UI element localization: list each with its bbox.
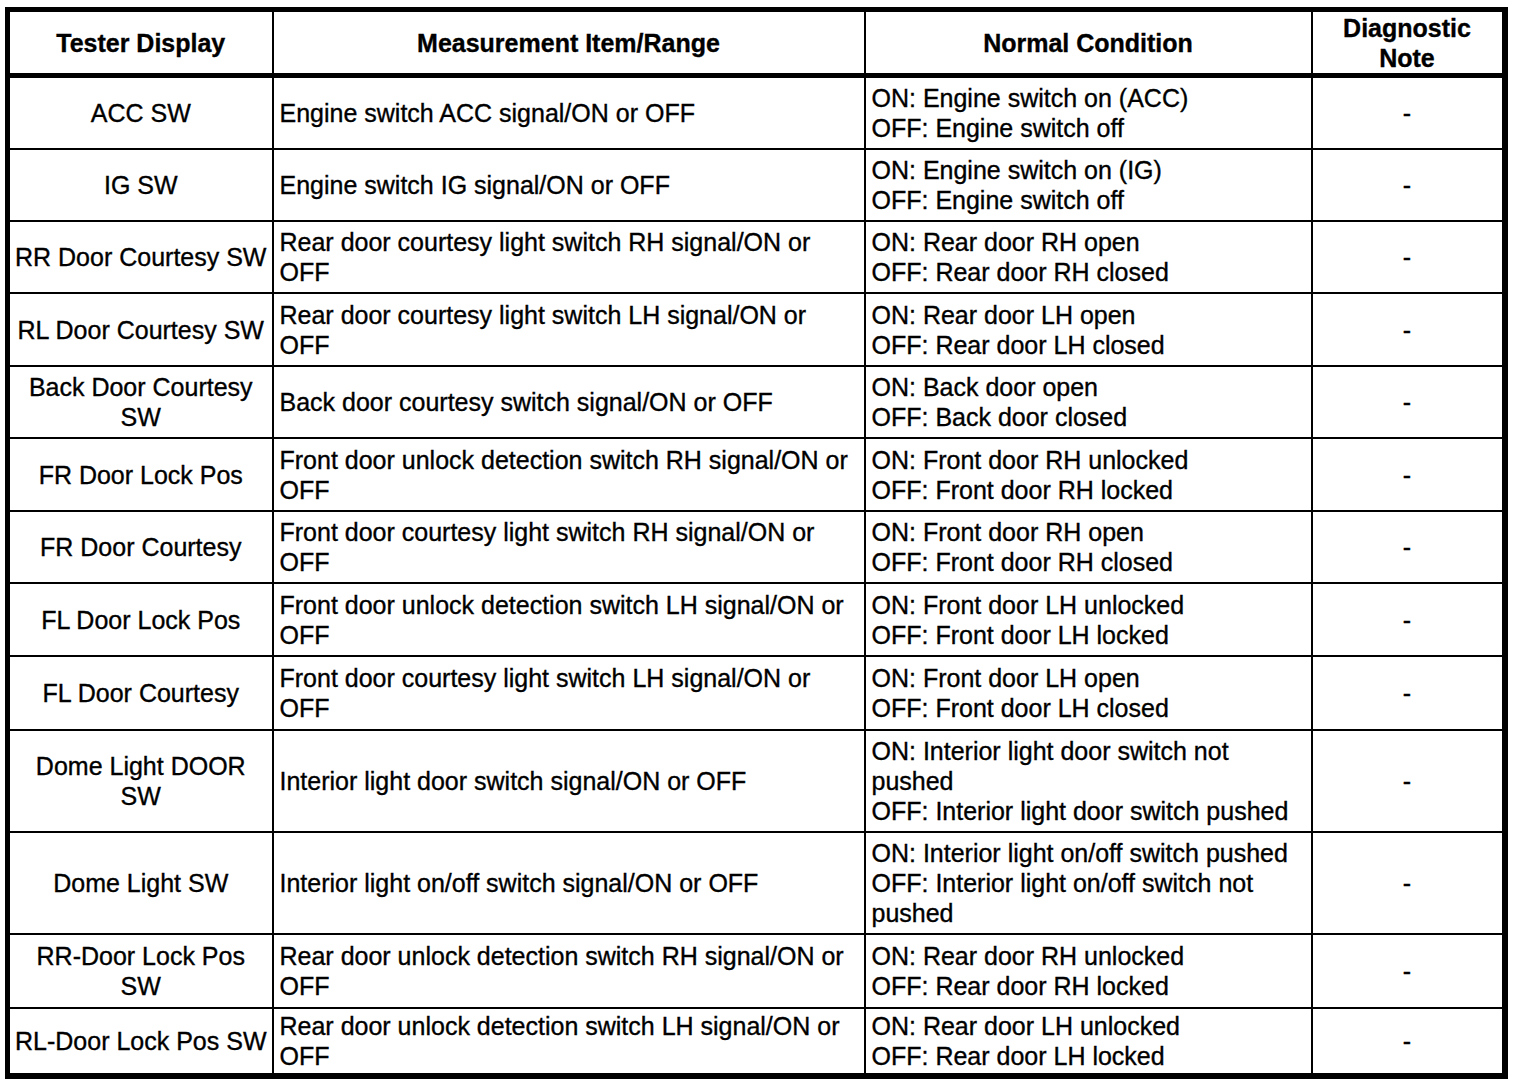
cell-note: - [1312,366,1505,438]
cell-condition: ON: Front door RH open OFF: Front door R… [865,511,1312,583]
cell-item: Front door courtesy light switch RH sign… [273,511,865,583]
cell-item: Rear door courtesy light switch RH signa… [273,221,865,293]
cell-item: Front door unlock detection switch LH si… [273,583,865,656]
col-header-item: Measurement Item/Range [273,10,865,76]
cell-condition: ON: Back door open OFF: Back door closed [865,366,1312,438]
cell-tester: ACC SW [8,76,273,150]
cell-item: Engine switch IG signal/ON or OFF [273,149,865,221]
cell-note: - [1312,511,1505,583]
cell-condition: ON: Rear door RH unlocked OFF: Rear door… [865,934,1312,1008]
table-row: RL-Door Lock Pos SWRear door unlock dete… [8,1008,1505,1076]
header-row: Tester DisplayMeasurement Item/RangeNorm… [8,10,1505,76]
cell-item: Back door courtesy switch signal/ON or O… [273,366,865,438]
cell-tester: RL Door Courtesy SW [8,293,273,366]
cell-item: Rear door courtesy light switch LH signa… [273,293,865,366]
table-row: RR Door Courtesy SWRear door courtesy li… [8,221,1505,293]
table-row: ACC SWEngine switch ACC signal/ON or OFF… [8,76,1505,150]
cell-condition: ON: Engine switch on (IG) OFF: Engine sw… [865,149,1312,221]
col-header-note: Diagnostic Note [1312,10,1505,76]
cell-tester: FR Door Lock Pos [8,438,273,511]
cell-note: - [1312,221,1505,293]
table-row: Dome Light DOOR SWInterior light door sw… [8,730,1505,832]
cell-tester: RR Door Courtesy SW [8,221,273,293]
table-row: FR Door Lock PosFront door unlock detect… [8,438,1505,511]
cell-condition: ON: Front door LH unlocked OFF: Front do… [865,583,1312,656]
diagnostic-data-table: Tester DisplayMeasurement Item/RangeNorm… [5,7,1508,1079]
cell-condition: ON: Rear door RH open OFF: Rear door RH … [865,221,1312,293]
col-header-condition: Normal Condition [865,10,1312,76]
col-header-tester: Tester Display [8,10,273,76]
cell-item: Front door courtesy light switch LH sign… [273,656,865,730]
table-row: RL Door Courtesy SWRear door courtesy li… [8,293,1505,366]
cell-item: Front door unlock detection switch RH si… [273,438,865,511]
cell-item: Interior light on/off switch signal/ON o… [273,832,865,934]
cell-condition: ON: Front door LH open OFF: Front door L… [865,656,1312,730]
cell-condition: ON: Front door RH unlocked OFF: Front do… [865,438,1312,511]
cell-condition: ON: Rear door LH open OFF: Rear door LH … [865,293,1312,366]
cell-tester: FL Door Courtesy [8,656,273,730]
cell-note: - [1312,293,1505,366]
cell-item: Rear door unlock detection switch RH sig… [273,934,865,1008]
cell-note: - [1312,583,1505,656]
cell-tester: RL-Door Lock Pos SW [8,1008,273,1076]
cell-condition: ON: Engine switch on (ACC) OFF: Engine s… [865,76,1312,150]
cell-condition: ON: Interior light on/off switch pushed … [865,832,1312,934]
cell-condition: ON: Rear door LH unlocked OFF: Rear door… [865,1008,1312,1076]
cell-tester: Back Door Courtesy SW [8,366,273,438]
cell-item: Rear door unlock detection switch LH sig… [273,1008,865,1076]
table-row: FL Door Lock PosFront door unlock detect… [8,583,1505,656]
table-row: RR-Door Lock Pos SWRear door unlock dete… [8,934,1505,1008]
cell-note: - [1312,438,1505,511]
cell-tester: Dome Light DOOR SW [8,730,273,832]
cell-note: - [1312,1008,1505,1076]
cell-tester: RR-Door Lock Pos SW [8,934,273,1008]
cell-tester: Dome Light SW [8,832,273,934]
cell-note: - [1312,656,1505,730]
cell-note: - [1312,149,1505,221]
cell-item: Engine switch ACC signal/ON or OFF [273,76,865,150]
cell-tester: IG SW [8,149,273,221]
cell-tester: FL Door Lock Pos [8,583,273,656]
table-row: FL Door CourtesyFront door courtesy ligh… [8,656,1505,730]
table-row: Dome Light SWInterior light on/off switc… [8,832,1505,934]
cell-tester: FR Door Courtesy [8,511,273,583]
table-row: IG SWEngine switch IG signal/ON or OFFON… [8,149,1505,221]
cell-note: - [1312,730,1505,832]
table-body: ACC SWEngine switch ACC signal/ON or OFF… [8,76,1505,1077]
table-row: Back Door Courtesy SWBack door courtesy … [8,366,1505,438]
table-row: FR Door CourtesyFront door courtesy ligh… [8,511,1505,583]
cell-condition: ON: Interior light door switch not pushe… [865,730,1312,832]
cell-item: Interior light door switch signal/ON or … [273,730,865,832]
cell-note: - [1312,832,1505,934]
cell-note: - [1312,76,1505,150]
cell-note: - [1312,934,1505,1008]
